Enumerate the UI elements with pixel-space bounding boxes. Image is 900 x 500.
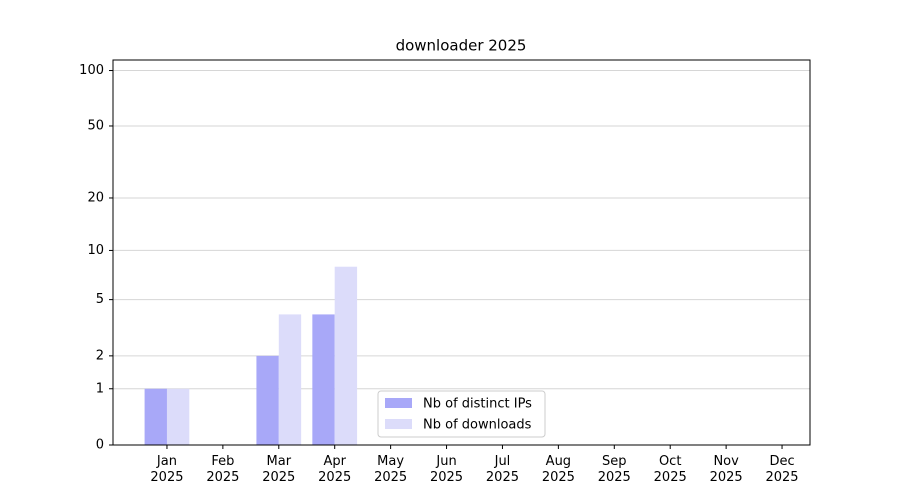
y-tick-label: 10	[87, 243, 104, 258]
x-tick-label: Dec 2025	[765, 454, 798, 485]
legend-label: Nb of distinct IPs	[423, 397, 532, 412]
x-tick-label: May 2025	[374, 454, 407, 485]
bar	[278, 314, 302, 445]
y-tick-label: 20	[87, 190, 104, 205]
x-tick-label: Jun 2025	[430, 454, 463, 485]
bar	[166, 388, 190, 445]
x-tick-label: Nov 2025	[710, 454, 743, 485]
x-tick-label: Aug 2025	[542, 454, 575, 485]
bar	[312, 314, 335, 445]
x-tick-label: Feb 2025	[206, 454, 239, 485]
bar	[144, 388, 167, 445]
bar	[334, 266, 358, 445]
y-tick-label: 1	[96, 381, 104, 396]
x-tick-label: Mar 2025	[262, 454, 295, 485]
plot-frame	[112, 59, 811, 446]
x-tick-label: Jul 2025	[486, 454, 519, 485]
legend-label: Nb of downloads	[423, 418, 532, 433]
bar	[256, 355, 279, 445]
x-tick-label: Jan 2025	[150, 454, 183, 485]
y-tick-label: 0	[96, 438, 104, 453]
y-tick-label: 50	[87, 118, 104, 133]
x-tick-label: Sep 2025	[598, 454, 631, 485]
chart-title: downloader 2025	[396, 37, 527, 55]
legend-box	[377, 390, 546, 438]
legend-swatch	[385, 398, 412, 408]
legend-swatch	[385, 419, 412, 429]
x-tick-label: Oct 2025	[654, 454, 687, 485]
y-tick-label: 5	[96, 292, 104, 307]
x-tick-label: Apr 2025	[318, 454, 351, 485]
y-tick-label: 2	[96, 348, 104, 363]
y-tick-label: 100	[79, 63, 104, 78]
